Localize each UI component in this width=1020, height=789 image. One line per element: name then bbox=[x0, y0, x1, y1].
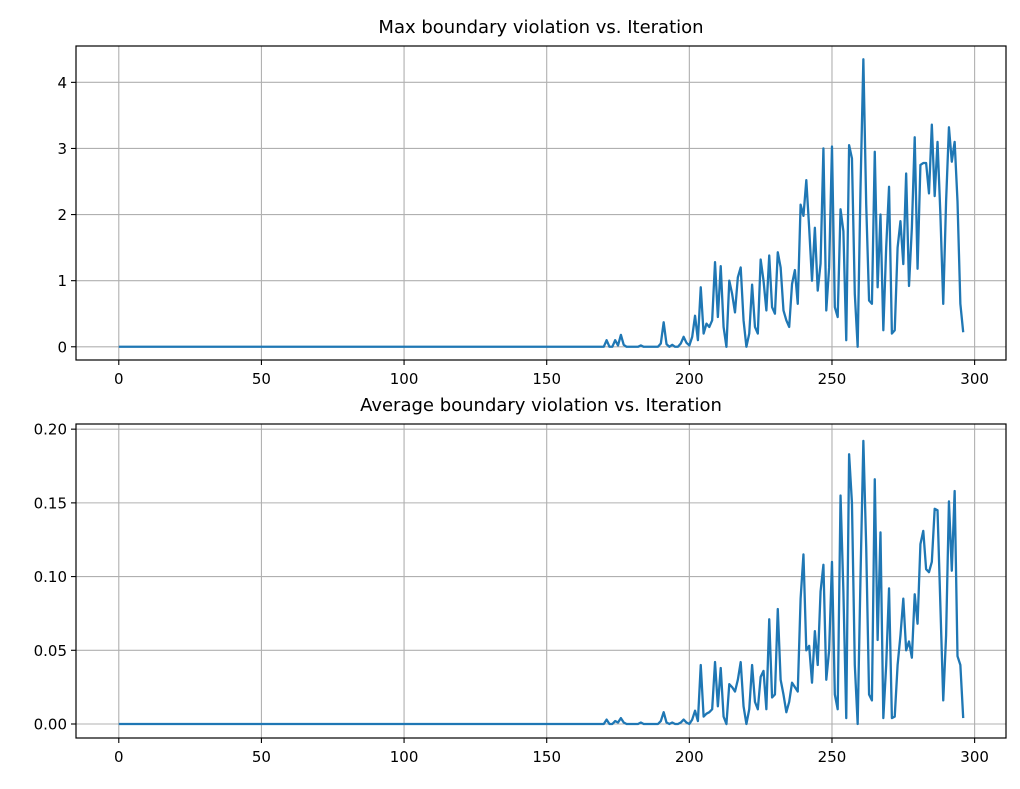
average-violation-plot: Average boundary violation vs. Iteration… bbox=[34, 395, 1007, 766]
max-violation-plot: Max boundary violation vs. Iteration 0 50… bbox=[57, 17, 1007, 388]
max-violation-y-tick-label: 1 bbox=[57, 272, 67, 290]
max-violation-y-tick-label: 2 bbox=[57, 206, 67, 224]
average-violation-y-tick-label: 0.05 bbox=[34, 642, 67, 660]
max-violation-axes-frame bbox=[75, 45, 1007, 361]
max-violation-x-tick-label: 50 bbox=[252, 370, 271, 388]
max-violation-x-tick-label: 0 bbox=[114, 370, 124, 388]
average-violation-y-tick-label: 0.15 bbox=[34, 494, 67, 512]
average-violation-x-tick-label: 50 bbox=[252, 748, 271, 766]
max-violation-x-tick-label: 200 bbox=[675, 370, 704, 388]
average-violation-title: Average boundary violation vs. Iteration bbox=[360, 395, 722, 416]
average-violation-x-tick-label: 100 bbox=[390, 748, 419, 766]
average-violation-axes-frame bbox=[75, 423, 1007, 739]
average-violation-y-tick-label: 0.00 bbox=[34, 715, 67, 733]
average-violation-line bbox=[118, 439, 965, 726]
max-violation-title: Max boundary violation vs. Iteration bbox=[378, 17, 703, 38]
max-violation-line bbox=[118, 58, 965, 348]
average-violation-x-tick-label: 150 bbox=[532, 748, 561, 766]
max-violation-x-tick-label: 300 bbox=[960, 370, 989, 388]
max-violation-ticks: 0 50 100 150 200 250 300 0 1 2 3 4 bbox=[57, 74, 988, 388]
max-violation-x-tick-label: 100 bbox=[390, 370, 419, 388]
average-violation-x-tick-label: 0 bbox=[114, 748, 124, 766]
average-violation-x-tick-label: 300 bbox=[960, 748, 989, 766]
average-violation-x-tick-label: 200 bbox=[675, 748, 704, 766]
max-violation-x-tick-label: 250 bbox=[818, 370, 847, 388]
average-violation-y-tick-label: 0.10 bbox=[34, 568, 67, 586]
max-violation-x-tick-label: 150 bbox=[532, 370, 561, 388]
average-violation-y-tick-label: 0.20 bbox=[34, 421, 67, 439]
max-violation-y-tick-label: 4 bbox=[57, 74, 67, 92]
average-violation-x-tick-label: 250 bbox=[818, 748, 847, 766]
max-violation-y-tick-label: 3 bbox=[57, 140, 67, 158]
max-violation-y-tick-label: 0 bbox=[57, 338, 67, 356]
average-violation-ticks: 0 50 100 150 200 250 300 0.00 0.05 0.10 0.15 0.20 bbox=[34, 421, 989, 766]
